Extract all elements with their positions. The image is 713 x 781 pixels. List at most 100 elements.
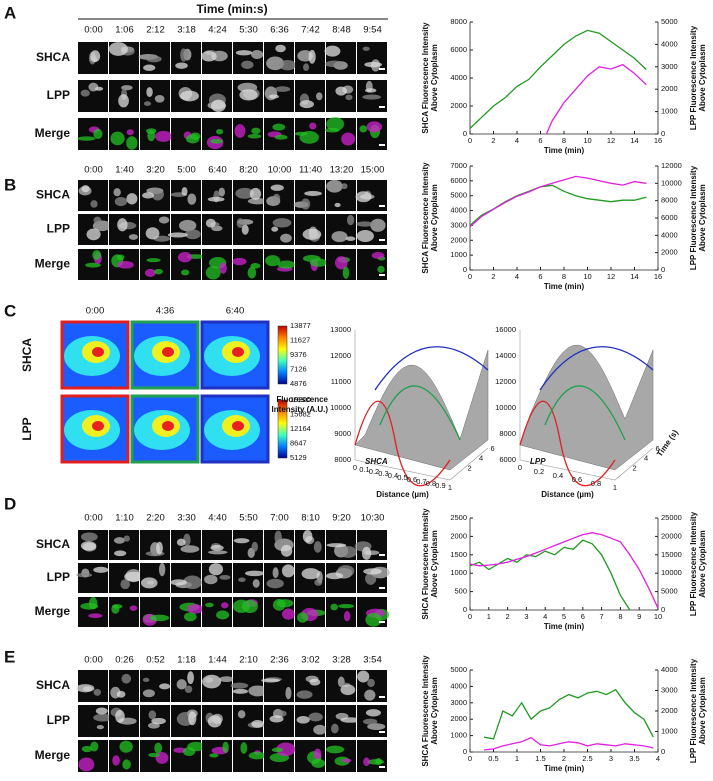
colorbar-label: 11627 — [290, 335, 310, 344]
cell-signal — [268, 94, 280, 99]
x-tick-label: 0.1 — [359, 465, 369, 474]
time-label: 3:18 — [177, 25, 196, 36]
x-tick-label: 4 — [515, 272, 519, 281]
cell-signal — [210, 138, 223, 144]
time-label: 1:06 — [115, 25, 134, 36]
y2-axis-label: LPP Fluorescence Intensity — [689, 165, 698, 270]
row-label: LPP — [20, 417, 34, 440]
heatmap-border — [130, 320, 200, 390]
cell-signal — [208, 563, 224, 576]
x-tick-label: 0.3 — [378, 469, 388, 478]
x-tick-label: 0.8 — [591, 479, 601, 488]
y-tick-label: 4 — [644, 454, 648, 463]
cell-signal — [205, 265, 221, 280]
x-tick-label: 0 — [468, 612, 472, 621]
x-tick-label: 0.4 — [388, 471, 398, 480]
cell-signal — [361, 546, 372, 560]
cell-signal — [187, 604, 203, 614]
cell-signal — [116, 254, 125, 261]
series-line — [469, 532, 659, 609]
x-tick-label: 12 — [607, 136, 615, 145]
y-axis-label: Above Cytoplasm — [430, 184, 439, 252]
heat-zone — [232, 347, 244, 357]
cell-signal — [313, 748, 322, 760]
cell-signal — [187, 193, 197, 205]
cell-signal — [299, 100, 314, 109]
cell-signal — [158, 216, 170, 224]
x-axis-label: Distance (µm) — [376, 490, 429, 499]
y-axis-label: SHCA Fluorescence Intensity — [421, 655, 430, 767]
scale-bar — [379, 696, 385, 698]
cell-signal — [365, 612, 382, 627]
y-tick-label: 4000 — [450, 206, 467, 215]
cell-signal — [146, 55, 162, 63]
row-label: SHCA — [20, 338, 34, 372]
y2-axis-label: LPP Fluorescence Intensity — [689, 658, 698, 763]
heat-zone — [162, 347, 174, 357]
x-tick-label: 0 — [353, 463, 357, 472]
cell-signal — [90, 741, 99, 752]
cell-signal — [187, 671, 195, 685]
trace-mid — [379, 385, 461, 441]
cell-signal — [235, 50, 253, 56]
heat-zone — [92, 347, 104, 357]
y-tick-label: 2000 — [450, 235, 467, 244]
z-tick-label: 8000 — [334, 455, 351, 464]
cell-signal — [326, 543, 347, 548]
cell-signal — [117, 218, 128, 232]
time-label: 10:00 — [268, 165, 292, 176]
cell-signal — [302, 228, 322, 240]
series-line — [483, 688, 654, 740]
y-tick-label: 2000 — [450, 714, 467, 723]
scale-bar — [379, 274, 385, 276]
z-tick-label: 14000 — [495, 351, 516, 360]
cell-signal — [363, 568, 382, 575]
cell-signal — [93, 566, 109, 573]
cell-signal — [146, 258, 161, 263]
cell-signal — [201, 51, 217, 62]
cell-signal — [218, 187, 225, 197]
y-tick-label: 1000 — [450, 568, 467, 577]
y2-tick-label: 0 — [661, 747, 665, 756]
x-tick-label: 8 — [562, 272, 566, 281]
series-line — [469, 539, 631, 611]
cell-signal — [341, 132, 356, 146]
time-label: 0:00 — [86, 306, 105, 317]
row-label: SHCA — [36, 537, 70, 551]
cell-signal — [80, 89, 90, 97]
time-label: 3:20 — [146, 165, 165, 176]
time-label: 1:44 — [208, 655, 227, 666]
time-label: 11:40 — [299, 165, 322, 176]
scale-bar — [379, 587, 385, 589]
time-label: 4:40 — [208, 513, 227, 524]
colorbar-label: 13877 — [290, 321, 311, 330]
cell-signal — [205, 218, 216, 228]
cell-signal — [183, 612, 197, 622]
time-label: 1:18 — [177, 655, 196, 666]
cell-signal — [129, 605, 138, 611]
cell-signal — [357, 670, 370, 683]
time-label: 3:30 — [177, 513, 196, 524]
cell-signal — [93, 128, 103, 139]
time-label: 4:36 — [156, 306, 175, 317]
cell-signal — [315, 92, 323, 101]
cell-signal — [364, 88, 377, 93]
x-tick-label: 10 — [583, 272, 591, 281]
cell-signal — [167, 232, 188, 238]
time-label: 2:12 — [146, 25, 165, 36]
panel-label: A — [4, 3, 16, 22]
cell-signal — [234, 124, 246, 138]
y-tick-label: 500 — [454, 587, 467, 596]
x-tick-label: 3 — [524, 612, 528, 621]
x-axis-label: Time (min) — [544, 764, 585, 773]
y2-tick-label: 2000 — [661, 706, 678, 715]
cell-signal — [365, 572, 377, 585]
cell-signal — [296, 690, 313, 699]
y-tick-label: 0 — [463, 129, 467, 138]
cell-signal — [207, 196, 225, 202]
scale-bar — [379, 554, 385, 556]
time-label: 9:20 — [332, 513, 351, 524]
cell-signal — [365, 709, 381, 717]
scale-bar — [379, 766, 385, 768]
y2-tick-label: 0 — [661, 605, 665, 614]
